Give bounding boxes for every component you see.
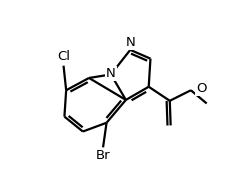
Text: N: N [126, 36, 135, 49]
Text: O: O [196, 82, 206, 95]
Text: Br: Br [96, 149, 110, 162]
Text: N: N [106, 67, 116, 80]
Text: Cl: Cl [57, 50, 70, 63]
